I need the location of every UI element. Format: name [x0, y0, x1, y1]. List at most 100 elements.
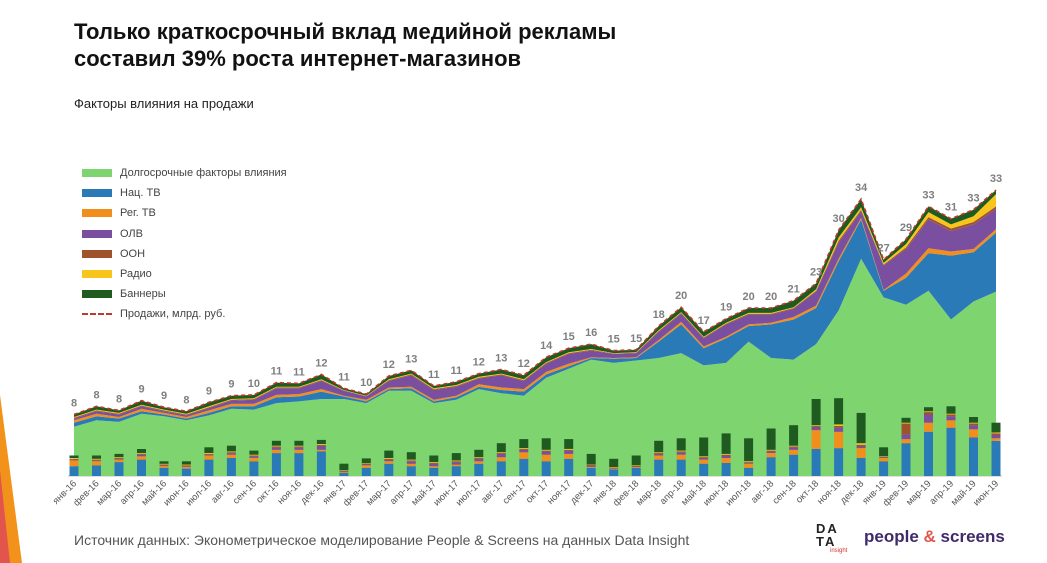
bar-banners-25 — [631, 455, 641, 466]
bar-radio-20 — [519, 448, 529, 449]
people-screens-logo-b: screens — [940, 527, 1005, 546]
sales-label-1: 8 — [93, 389, 99, 401]
bar-ooh-30 — [744, 462, 754, 463]
bar-banners-40 — [969, 417, 978, 423]
bar-radio-8 — [249, 454, 259, 456]
bar-tv-20 — [519, 458, 529, 476]
bar-radio-6 — [204, 453, 214, 454]
legend-label-reg: Рег. ТВ — [120, 207, 156, 220]
bar-ooh-22 — [564, 449, 574, 451]
bar-radio-1 — [92, 458, 101, 460]
sales-label-20: 12 — [518, 358, 530, 370]
bar-banners-35 — [856, 412, 866, 444]
sales-label-3: 9 — [138, 384, 144, 396]
bar-olv-28 — [699, 458, 709, 460]
bar-tv-32 — [789, 454, 799, 476]
bar-ooh-20 — [519, 449, 529, 450]
legend-swatch-long — [82, 169, 112, 178]
bar-tv-12 — [339, 472, 349, 476]
bar-radio-11 — [316, 444, 326, 445]
bar-radio-7 — [226, 451, 236, 453]
bar-olv-2 — [114, 458, 124, 460]
bar-ooh-8 — [249, 455, 259, 457]
bar-reg-16 — [429, 466, 439, 468]
bar-radio-23 — [586, 464, 596, 466]
bar-banners-26 — [654, 440, 664, 453]
bar-ooh-33 — [811, 426, 821, 427]
bar-radio-21 — [541, 449, 551, 451]
sales-label-27: 20 — [675, 290, 687, 302]
bar-banners-28 — [699, 437, 709, 457]
sales-label-6: 9 — [206, 385, 212, 397]
sales-label-40: 33 — [967, 193, 979, 205]
bar-ooh-25 — [631, 465, 641, 467]
sales-label-33: 23 — [810, 266, 822, 278]
bar-olv-1 — [92, 460, 101, 462]
bar-tv-38 — [924, 431, 933, 477]
bar-tv-35 — [856, 458, 866, 476]
bar-ooh-35 — [856, 444, 866, 447]
bar-banners-24 — [609, 458, 619, 467]
bar-banners-41 — [991, 422, 1001, 433]
bar-ooh-11 — [316, 444, 326, 446]
bar-tv-27 — [676, 459, 686, 476]
bar-reg-12 — [339, 471, 349, 473]
sales-label-36: 27 — [877, 243, 889, 255]
bar-radio-37 — [901, 422, 911, 424]
bar-ooh-41 — [991, 433, 1001, 435]
legend-item-sales: Продажи, млрд. руб. — [82, 304, 287, 324]
bar-radio-18 — [474, 457, 484, 458]
bar-tv-24 — [609, 469, 619, 476]
bar-reg-28 — [699, 459, 709, 464]
page-title: Только краткосрочный вклад медийной рекл… — [74, 19, 617, 71]
bar-tv-17 — [451, 466, 461, 476]
bar-reg-41 — [991, 438, 1001, 441]
bar-olv-25 — [631, 466, 641, 467]
bar-ooh-13 — [361, 463, 371, 465]
x-tick-label-10: ноя-16 — [275, 478, 304, 507]
data-insight-logo-sub: insight — [830, 548, 848, 554]
bar-banners-18 — [474, 449, 484, 458]
sales-label-23: 16 — [585, 327, 597, 339]
bar-ooh-12 — [339, 470, 349, 472]
bar-ooh-23 — [586, 464, 596, 466]
sales-label-4: 9 — [161, 390, 167, 402]
bar-olv-38 — [924, 414, 933, 423]
bar-banners-15 — [406, 452, 416, 460]
people-screens-logo-amp: & — [923, 527, 936, 546]
bar-tv-11 — [316, 451, 326, 476]
bar-tv-22 — [564, 458, 574, 476]
legend-item-long: Долгосрочные факторы влияния — [82, 163, 287, 183]
corner-decoration — [0, 395, 22, 563]
bar-banners-9 — [271, 440, 281, 446]
bar-olv-0 — [69, 459, 79, 461]
data-insight-logo-line1: DA — [816, 521, 839, 536]
bar-ooh-27 — [676, 451, 686, 453]
sales-label-41: 33 — [990, 173, 1002, 185]
bar-ooh-21 — [541, 450, 551, 452]
bar-banners-27 — [676, 438, 686, 451]
bar-tv-0 — [69, 466, 79, 476]
legend-swatch-sales — [82, 313, 112, 316]
sales-label-37: 29 — [900, 222, 912, 234]
legend-swatch-ooh — [82, 249, 112, 258]
bar-radio-36 — [879, 456, 889, 457]
bar-reg-0 — [69, 460, 79, 467]
sales-label-32: 21 — [787, 284, 799, 296]
bar-reg-3 — [137, 456, 146, 460]
bar-banners-34 — [834, 398, 844, 425]
bar-reg-15 — [406, 463, 416, 467]
bar-reg-26 — [654, 455, 664, 460]
bar-banners-31 — [766, 428, 776, 450]
bar-reg-8 — [249, 458, 259, 462]
sales-label-11: 12 — [315, 357, 327, 369]
bar-olv-12 — [339, 471, 349, 472]
x-tick-label-32: сен-18 — [770, 478, 798, 506]
bar-radio-12 — [339, 470, 349, 471]
people-screens-logo: people & screens — [864, 527, 1005, 547]
bar-ooh-16 — [429, 462, 439, 464]
bar-banners-7 — [226, 445, 236, 452]
bar-radio-28 — [699, 456, 709, 458]
chart-legend: Долгосрочные факторы влияния Нац. ТВ Рег… — [82, 163, 287, 325]
bar-reg-23 — [586, 467, 596, 468]
